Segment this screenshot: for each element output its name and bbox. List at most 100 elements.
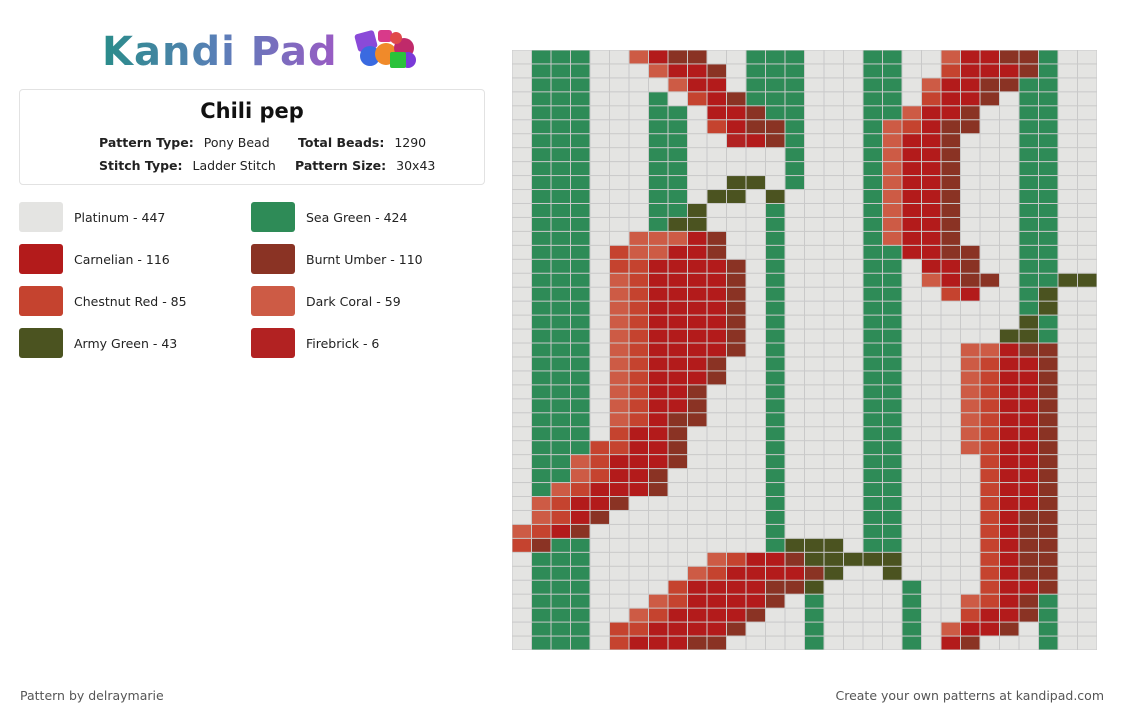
bead-cell: [649, 455, 668, 469]
bead-cell: [1039, 203, 1058, 217]
bead-cell: [668, 552, 687, 566]
bead-cell: [727, 371, 746, 385]
bead-cell: [902, 399, 921, 413]
legend-item: Chestnut Red - 85: [19, 286, 187, 316]
bead-cell: [824, 455, 843, 469]
bead-cell: [902, 78, 921, 92]
bead-cell: [512, 148, 531, 162]
bead-cell: [727, 64, 746, 78]
bead-cell: [844, 245, 863, 259]
bead-cell: [1058, 106, 1077, 120]
bead-cell: [1019, 385, 1038, 399]
bead-cell: [1019, 371, 1038, 385]
bead-cell: [668, 134, 687, 148]
bead-cell: [785, 427, 804, 441]
bead-cell: [941, 134, 960, 148]
bead-cell: [688, 594, 707, 608]
bead-cell: [961, 134, 980, 148]
pattern-type-label: Pattern Type:: [99, 135, 194, 150]
bead-cell: [532, 259, 551, 273]
bead-cell: [1000, 315, 1019, 329]
bead-cell: [512, 371, 531, 385]
bead-cell: [902, 343, 921, 357]
bead-cell: [980, 357, 999, 371]
bead-cell: [1058, 357, 1077, 371]
bead-cell: [590, 190, 609, 203]
bead-cell: [649, 538, 668, 552]
bead-cell: [824, 176, 843, 190]
bead-cell: [1078, 259, 1097, 273]
bead-cell: [532, 357, 551, 371]
bead-cell: [610, 594, 629, 608]
bead-cell: [824, 427, 843, 441]
bead-cell: [649, 413, 668, 427]
stitch-type: Stitch Type: Ladder Stitch: [99, 158, 276, 173]
bead-cell: [1039, 50, 1058, 64]
bead-cell: [746, 483, 765, 497]
bead-cell: [727, 497, 746, 510]
bead-cell: [863, 329, 882, 343]
bead-cell: [1000, 594, 1019, 608]
bead-cell: [551, 50, 570, 64]
bead-cell: [688, 217, 707, 231]
bead-cell: [668, 636, 687, 650]
kandipad-link[interactable]: Create your own patterns at kandipad.com: [835, 688, 1104, 703]
bead-cell: [532, 552, 551, 566]
bead-cell: [532, 497, 551, 510]
bead-cell: [532, 427, 551, 441]
bead-cell: [785, 455, 804, 469]
bead-cell: [746, 343, 765, 357]
bead-cell: [590, 608, 609, 622]
bead-cell: [532, 287, 551, 301]
bead-cell: [863, 483, 882, 497]
color-swatch: [251, 202, 295, 232]
bead-cell: [1058, 497, 1077, 510]
logo[interactable]: Kandi Pad: [102, 26, 424, 78]
bead-cell: [668, 357, 687, 371]
bead-cell: [746, 413, 765, 427]
bead-cell: [688, 176, 707, 190]
bead-cell: [980, 315, 999, 329]
bead-cell: [922, 343, 941, 357]
bead-cell: [902, 287, 921, 301]
bead-cell: [551, 469, 570, 483]
bead-cell: [571, 636, 590, 650]
bead-cell: [1039, 92, 1058, 106]
bead-cell: [961, 413, 980, 427]
bead-cell: [883, 427, 902, 441]
bead-cell: [629, 162, 648, 176]
bead-cell: [649, 580, 668, 594]
bead-cell: [532, 566, 551, 580]
legend-item: Burnt Umber - 110: [251, 244, 423, 274]
bead-cell: [941, 273, 960, 287]
bead-cell: [1039, 148, 1058, 162]
bead-cell: [1019, 441, 1038, 455]
bead-cell: [688, 148, 707, 162]
bead-cell: [824, 231, 843, 245]
bead-cell: [961, 636, 980, 650]
bead-cell: [668, 162, 687, 176]
bead-cell: [590, 231, 609, 245]
bead-cell: [805, 608, 824, 622]
bead-cell: [941, 371, 960, 385]
bead-cell: [961, 217, 980, 231]
bead-cell: [785, 50, 804, 64]
bead-cell: [961, 287, 980, 301]
bead-cell: [1039, 622, 1058, 636]
bead-cell: [571, 552, 590, 566]
bead-cell: [922, 301, 941, 315]
bead-cell: [883, 524, 902, 538]
bead-cell: [961, 371, 980, 385]
bead-cell: [629, 343, 648, 357]
bead-cell: [805, 552, 824, 566]
bead-cell: [590, 580, 609, 594]
bead-cell: [1058, 190, 1077, 203]
bead-cell: [902, 203, 921, 217]
bead-cell: [766, 580, 785, 594]
bead-cell: [551, 203, 570, 217]
bead-cell: [844, 594, 863, 608]
bead-cell: [1039, 120, 1058, 134]
bead-cell: [668, 217, 687, 231]
bead-cell: [824, 622, 843, 636]
bead-cell: [844, 301, 863, 315]
